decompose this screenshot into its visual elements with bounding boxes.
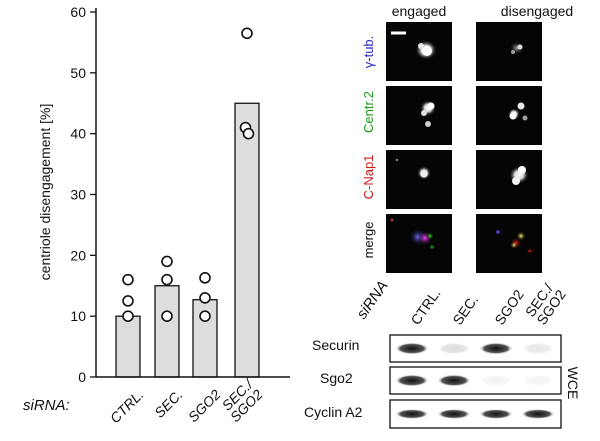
replicate-points-layer	[122, 27, 255, 322]
row-label-merge: merge	[361, 222, 376, 259]
row-label-cnap1: C-Nap1	[361, 155, 376, 200]
y-tick-label: 0	[78, 369, 86, 385]
x-category-text: SEC.	[151, 386, 185, 420]
bar-0	[115, 315, 141, 378]
blot-band	[521, 374, 555, 387]
blot-lane-text: SGO2	[491, 287, 527, 328]
y-tick-label: 20	[70, 247, 86, 263]
y-tick-label: 50	[70, 65, 86, 81]
replicate-point	[161, 310, 173, 322]
blot-bands-layer	[395, 342, 555, 419]
x-category-text: CTRL.	[107, 386, 147, 426]
blot-siRNA-label: siRNA	[353, 278, 391, 323]
bars-layer	[115, 102, 260, 378]
micrograph-panel: engaged disengaged γ-tub. Centr.2 C-Nap1…	[361, 3, 573, 273]
blot-side-label-wce: WCE	[565, 367, 581, 400]
micrograph-gamma-engaged	[386, 22, 452, 81]
blot-band	[395, 409, 429, 419]
bar-chart: 0 10 20 30 40 50 60 centriole disengagement [%…	[23, 4, 290, 426]
blot-band	[521, 342, 555, 355]
blot-band	[437, 409, 471, 419]
y-tick-label: 30	[70, 187, 86, 203]
x-category-label-2: SGO2	[185, 386, 224, 425]
bar-3	[234, 102, 260, 378]
blot-row-label-cyclin-a2: Cyclin A2	[304, 404, 363, 420]
row-label-gamma-tubulin: γ-tub.	[361, 36, 376, 69]
micrograph-merge-engaged	[386, 214, 452, 273]
replicate-point	[122, 295, 134, 307]
blot-band	[521, 409, 555, 419]
blot-band	[479, 409, 513, 419]
micrograph-gamma-disengaged	[476, 22, 542, 81]
blot-band	[395, 342, 429, 355]
blot-lane-label-0: CTRL.	[407, 285, 443, 327]
replicate-point	[199, 310, 211, 322]
blot-band	[479, 342, 513, 355]
replicate-point	[242, 127, 255, 140]
y-axis-label: centriole disengagement [%]	[37, 104, 53, 281]
blot-row-label-securin: Securin	[312, 337, 359, 353]
bar-1	[154, 285, 180, 378]
blot-lane-label-1: SEC.	[449, 292, 481, 328]
blot-lane-label-3: SEC./SGO2	[522, 280, 569, 327]
y-tick-label: 10	[70, 308, 86, 324]
y-ticks-layer: 0 10 20 30 40 50 60	[70, 4, 96, 385]
x-category-label-3: SEC./SGO2	[219, 375, 266, 425]
blot-band	[437, 374, 471, 387]
blot-lane-text: SEC.	[449, 292, 481, 328]
blot-row-label-sgo2: Sgo2	[320, 370, 353, 386]
x-category-text: SGO2	[185, 386, 224, 425]
micrograph-centrin-engaged	[386, 86, 452, 145]
replicate-point	[122, 273, 134, 286]
blot-lane-label-2: SGO2	[491, 287, 527, 328]
micrograph-merge-disengaged	[476, 214, 542, 273]
x-category-label-1: SEC.	[151, 386, 185, 420]
row-label-centrin2: Centr.2	[361, 91, 376, 133]
replicate-point	[241, 27, 253, 40]
blot-band	[479, 374, 513, 387]
replicate-point	[199, 272, 211, 284]
column-header-disengaged: disengaged	[501, 3, 573, 19]
column-header-engaged: engaged	[392, 3, 447, 19]
replicate-point	[199, 292, 211, 304]
blot-band	[395, 374, 429, 387]
replicate-point	[161, 273, 173, 286]
x-category-label-0: CTRL.	[107, 386, 147, 426]
replicate-point	[161, 255, 173, 268]
micrograph-centrin-disengaged	[476, 86, 542, 145]
blot-band	[437, 342, 471, 355]
y-tick-label: 60	[70, 4, 86, 20]
micrograph-cnap1-engaged	[386, 150, 452, 209]
x-axis-prefix-label: siRNA:	[23, 397, 70, 414]
micrograph-cnap1-disengaged	[476, 150, 542, 209]
blot-lane-text: CTRL.	[407, 285, 443, 327]
replicate-point	[122, 310, 134, 322]
y-tick-label: 40	[70, 126, 86, 142]
